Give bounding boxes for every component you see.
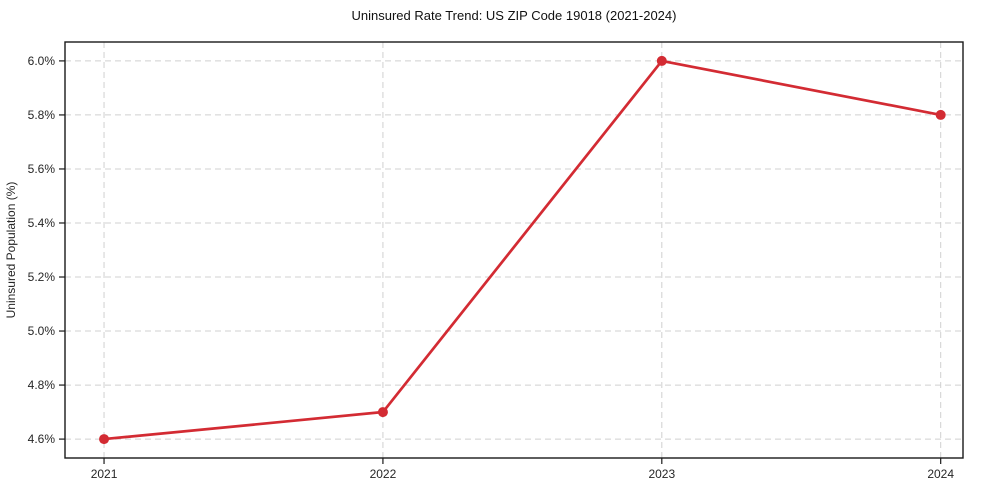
series-layer bbox=[99, 55, 946, 445]
plot-border bbox=[64, 41, 964, 459]
y-tick-label: 6.0% bbox=[28, 54, 56, 68]
chart-title: Uninsured Rate Trend: US ZIP Code 19018 … bbox=[352, 8, 677, 23]
trend-line bbox=[102, 59, 943, 441]
grid-layer bbox=[65, 42, 963, 458]
axis-layer: 4.6% 4.8% 5.0% 5.2% 5.4% 5.6% 5.8% 6.0% 2021 2022… bbox=[28, 41, 964, 481]
y-tick-label: 5.2% bbox=[28, 270, 56, 284]
x-tick-label: 2024 bbox=[927, 467, 954, 481]
data-point-marker bbox=[656, 55, 667, 66]
y-tick-label: 5.8% bbox=[28, 108, 56, 122]
y-tick-label: 4.8% bbox=[28, 378, 56, 392]
y-tick-label: 5.6% bbox=[28, 162, 56, 176]
y-axis-label: Uninsured Population (%) bbox=[4, 182, 18, 319]
data-point-marker bbox=[935, 109, 946, 120]
x-tick-label: 2021 bbox=[91, 467, 118, 481]
x-tick-label: 2023 bbox=[648, 467, 675, 481]
y-tick-label: 4.6% bbox=[28, 432, 56, 446]
data-point-marker bbox=[377, 407, 388, 418]
x-tick-label: 2022 bbox=[370, 467, 397, 481]
y-tick-label: 5.4% bbox=[28, 216, 56, 230]
y-tick-label: 5.0% bbox=[28, 324, 56, 338]
data-point-marker bbox=[99, 434, 110, 445]
